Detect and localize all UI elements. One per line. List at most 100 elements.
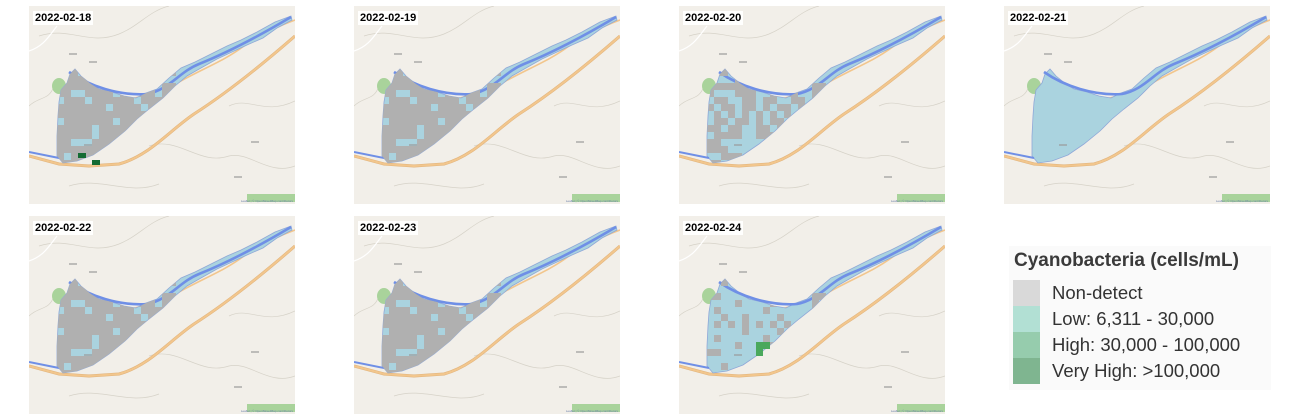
river-outlet bbox=[29, 151, 60, 159]
cyano-cell bbox=[71, 335, 78, 342]
cyano-cell bbox=[480, 307, 487, 314]
cyano-cell bbox=[92, 314, 99, 321]
cyano-cell bbox=[106, 307, 113, 314]
map-panel: 2022-02-22 Leaflet | © OpenStreetMap cont… bbox=[29, 216, 295, 414]
cyano-cell bbox=[714, 293, 721, 300]
cyano-cell bbox=[64, 356, 71, 363]
cyano-cell bbox=[396, 132, 403, 139]
cyano-cell bbox=[424, 104, 431, 111]
cyano-cell bbox=[99, 118, 106, 125]
cyano-cell bbox=[64, 90, 71, 97]
cyano-cell bbox=[438, 132, 445, 139]
map-attribution-link[interactable]: Leaflet | © OpenStreetMap contributors bbox=[890, 199, 943, 203]
terrain-contour bbox=[363, 216, 495, 249]
cyano-cell bbox=[85, 328, 92, 335]
cyano-cell bbox=[714, 132, 721, 139]
cyano-cell bbox=[445, 328, 452, 335]
cyano-cell bbox=[78, 125, 85, 132]
minor-road bbox=[679, 25, 708, 52]
cyano-cell bbox=[763, 97, 770, 104]
cyano-cell-high bbox=[756, 342, 763, 349]
legend-swatch bbox=[1013, 358, 1040, 384]
terrain-contour bbox=[148, 353, 295, 379]
cyano-cell bbox=[403, 97, 410, 104]
cyano-cell bbox=[396, 279, 403, 286]
cyano-cell bbox=[763, 125, 770, 132]
panel-date: 2022-02-24 bbox=[683, 221, 744, 235]
cyano-cell bbox=[431, 349, 438, 356]
cyano-cell bbox=[728, 321, 735, 328]
map-attribution-link[interactable]: Leaflet | © OpenStreetMap contributors bbox=[1215, 199, 1268, 203]
cyano-cell bbox=[382, 356, 389, 363]
cyano-cell bbox=[127, 328, 134, 335]
cyano-cell bbox=[92, 139, 99, 146]
cyano-cell bbox=[438, 97, 445, 104]
cyano-cell bbox=[127, 314, 134, 321]
cyano-cell bbox=[85, 153, 92, 160]
river-outlet bbox=[354, 361, 385, 369]
river bbox=[68, 15, 292, 96]
place-label bbox=[901, 351, 909, 353]
river bbox=[393, 15, 617, 96]
cyano-cell bbox=[99, 111, 106, 118]
cyano-cell bbox=[99, 342, 106, 349]
cyano-cell bbox=[85, 342, 92, 349]
terrain-contour bbox=[878, 310, 945, 318]
cyano-cell bbox=[382, 111, 389, 118]
cyano-cell bbox=[445, 104, 452, 111]
cyano-cell bbox=[770, 111, 777, 118]
place-label bbox=[719, 53, 727, 55]
cyano-cell bbox=[113, 314, 120, 321]
map-panel: 2022-02-24 Leaflet | © OpenStreetMap cont… bbox=[679, 216, 945, 414]
cyano-cell bbox=[812, 293, 819, 300]
cyano-cell bbox=[389, 342, 396, 349]
cyano-cell bbox=[431, 139, 438, 146]
cyano-cell bbox=[389, 90, 396, 97]
highway bbox=[29, 35, 295, 168]
cyano-cell bbox=[445, 314, 452, 321]
cyano-cell bbox=[403, 307, 410, 314]
place-label bbox=[739, 61, 747, 63]
cyano-cell bbox=[92, 321, 99, 328]
cyano-cell bbox=[78, 314, 85, 321]
map-attribution-link[interactable]: Leaflet | © OpenStreetMap contributors bbox=[565, 409, 618, 413]
map-attribution-link[interactable]: Leaflet | © OpenStreetMap contributors bbox=[565, 199, 618, 203]
cyano-cell bbox=[64, 146, 71, 153]
cyano-cell bbox=[417, 90, 424, 97]
map-attribution-link[interactable]: Leaflet | © OpenStreetMap contributors bbox=[240, 199, 293, 203]
cyano-cell bbox=[78, 76, 85, 83]
cyano-cell bbox=[431, 97, 438, 104]
cyano-cell bbox=[403, 146, 410, 153]
legend-item-low: Low: 6,311 - 30,000 bbox=[1013, 306, 1271, 332]
terrain-contour bbox=[68, 182, 160, 189]
cyano-cell bbox=[812, 300, 819, 307]
place-label bbox=[89, 271, 97, 273]
cyano-cell bbox=[424, 132, 431, 139]
cyano-cell bbox=[707, 349, 714, 356]
cyano-cell bbox=[424, 307, 431, 314]
minor-road bbox=[29, 25, 58, 52]
place-label bbox=[394, 53, 402, 55]
place-label bbox=[234, 386, 242, 388]
river bbox=[718, 225, 942, 306]
cyano-cell bbox=[424, 97, 431, 104]
map-canvas bbox=[29, 216, 295, 414]
place-label bbox=[884, 386, 892, 388]
cyano-cell bbox=[389, 307, 396, 314]
cyano-cell bbox=[155, 97, 162, 104]
cyano-cell bbox=[410, 153, 417, 160]
cyano-cell bbox=[120, 104, 127, 111]
cyano-cell bbox=[410, 342, 417, 349]
cyano-cell bbox=[78, 363, 85, 370]
cyano-cell bbox=[819, 83, 826, 90]
legend-label: Very High: >100,000 bbox=[1052, 360, 1221, 381]
cyano-cell bbox=[424, 125, 431, 132]
cyano-cell bbox=[410, 363, 417, 370]
cyano-cell bbox=[127, 111, 134, 118]
cyano-cell bbox=[438, 342, 445, 349]
map-attribution-link[interactable]: Leaflet | © OpenStreetMap contributors bbox=[240, 409, 293, 413]
cyano-cell bbox=[78, 307, 85, 314]
map-attribution-link[interactable]: Leaflet | © OpenStreetMap contributors bbox=[890, 409, 943, 413]
cyano-cell bbox=[64, 328, 71, 335]
cyano-cell bbox=[714, 335, 721, 342]
